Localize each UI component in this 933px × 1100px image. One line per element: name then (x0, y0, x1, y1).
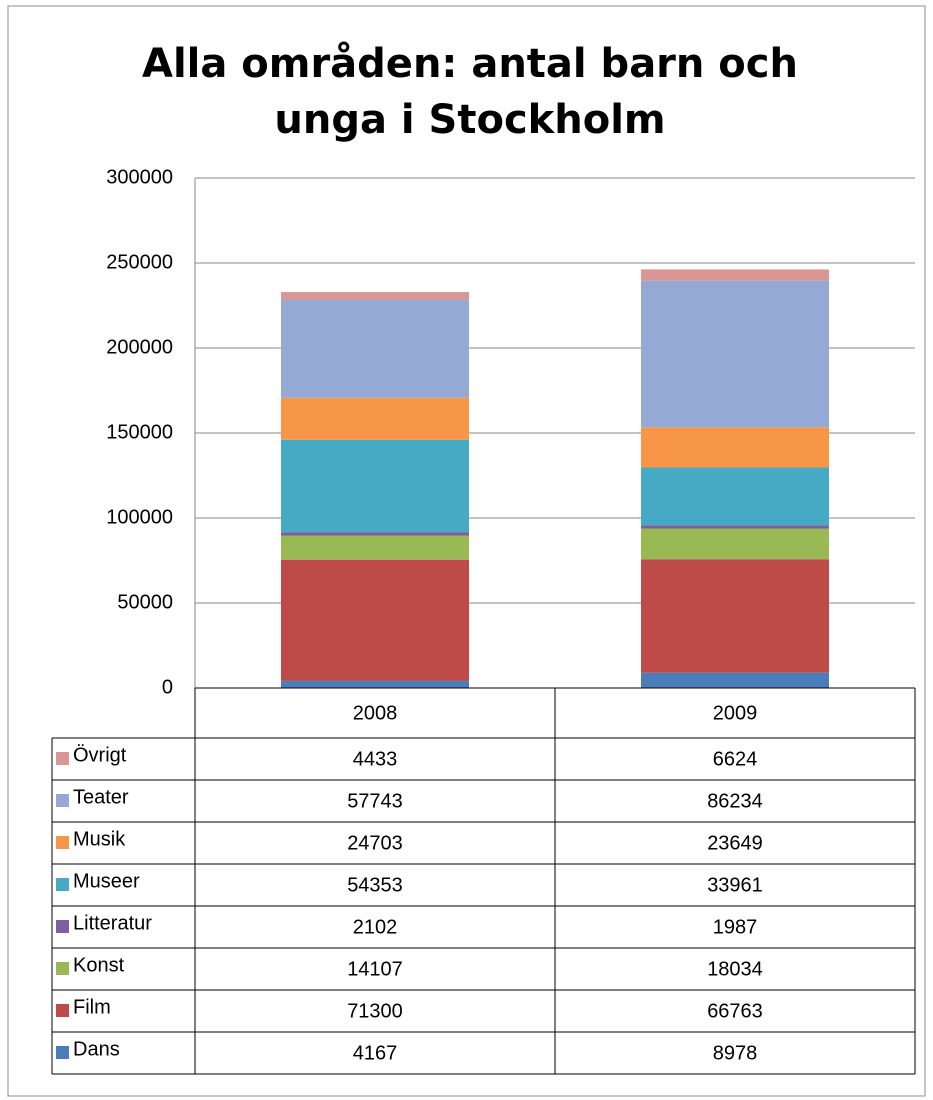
table-value: 71300 (347, 1000, 403, 1022)
bar-segment (281, 559, 469, 681)
table-value: 57743 (347, 790, 403, 812)
y-tick-label: 150000 (106, 421, 173, 443)
bar-segment (641, 528, 829, 560)
table-value: 4167 (353, 1042, 398, 1064)
table-value: 86234 (707, 790, 763, 812)
bar-segment (281, 292, 469, 300)
legend-swatch (56, 920, 69, 933)
legend-label: Övrigt (73, 744, 127, 766)
bar-segment (641, 672, 829, 688)
legend-swatch (56, 836, 69, 849)
legend-label: Dans (73, 1038, 120, 1060)
y-tick-label: 50000 (117, 591, 173, 613)
legend-swatch (56, 1046, 69, 1059)
table-value: 66763 (707, 1000, 763, 1022)
legend-label: Litteratur (73, 912, 152, 934)
legend-swatch (56, 962, 69, 975)
table-value: 24703 (347, 832, 403, 854)
bar-segment (281, 439, 469, 533)
legend-label: Film (73, 996, 111, 1018)
table-value: 2102 (353, 916, 398, 938)
bar-segment (281, 299, 469, 398)
y-tick-label: 250000 (106, 251, 173, 273)
bar-segment (641, 559, 829, 673)
bar-segment (641, 525, 829, 529)
bar-segment (641, 269, 829, 281)
table-value: 54353 (347, 874, 403, 896)
legend-swatch (56, 1004, 69, 1017)
chart-title: Alla områden: antal barn och unga i Stoc… (142, 41, 798, 143)
table-value: 14107 (347, 958, 403, 980)
y-tick-label: 0 (162, 676, 173, 698)
table-value: 33961 (707, 874, 763, 896)
bar-segment (281, 532, 469, 536)
legend-label: Museer (73, 870, 140, 892)
x-tick-label: 2008 (353, 702, 398, 724)
y-tick-label: 300000 (106, 166, 173, 188)
legend-swatch (56, 794, 69, 807)
y-tick-label: 200000 (106, 336, 173, 358)
bar-segment (641, 427, 829, 468)
x-tick-label: 2009 (713, 702, 758, 724)
bar-segment (281, 535, 469, 560)
table-value: 4433 (353, 748, 398, 770)
table-value: 6624 (713, 748, 758, 770)
legend-swatch (56, 752, 69, 765)
bar-segment (281, 397, 469, 440)
table-value: 23649 (707, 832, 763, 854)
bar-segment (641, 280, 829, 428)
bar-segment (281, 680, 469, 688)
table-value: 8978 (713, 1042, 758, 1064)
legend-label: Konst (73, 954, 125, 976)
y-tick-label: 100000 (106, 506, 173, 528)
table-value: 1987 (713, 916, 758, 938)
bar-segment (641, 467, 829, 526)
legend-swatch (56, 878, 69, 891)
legend-label: Teater (73, 786, 129, 808)
table-value: 18034 (707, 958, 763, 980)
legend-label: Musik (73, 828, 126, 850)
